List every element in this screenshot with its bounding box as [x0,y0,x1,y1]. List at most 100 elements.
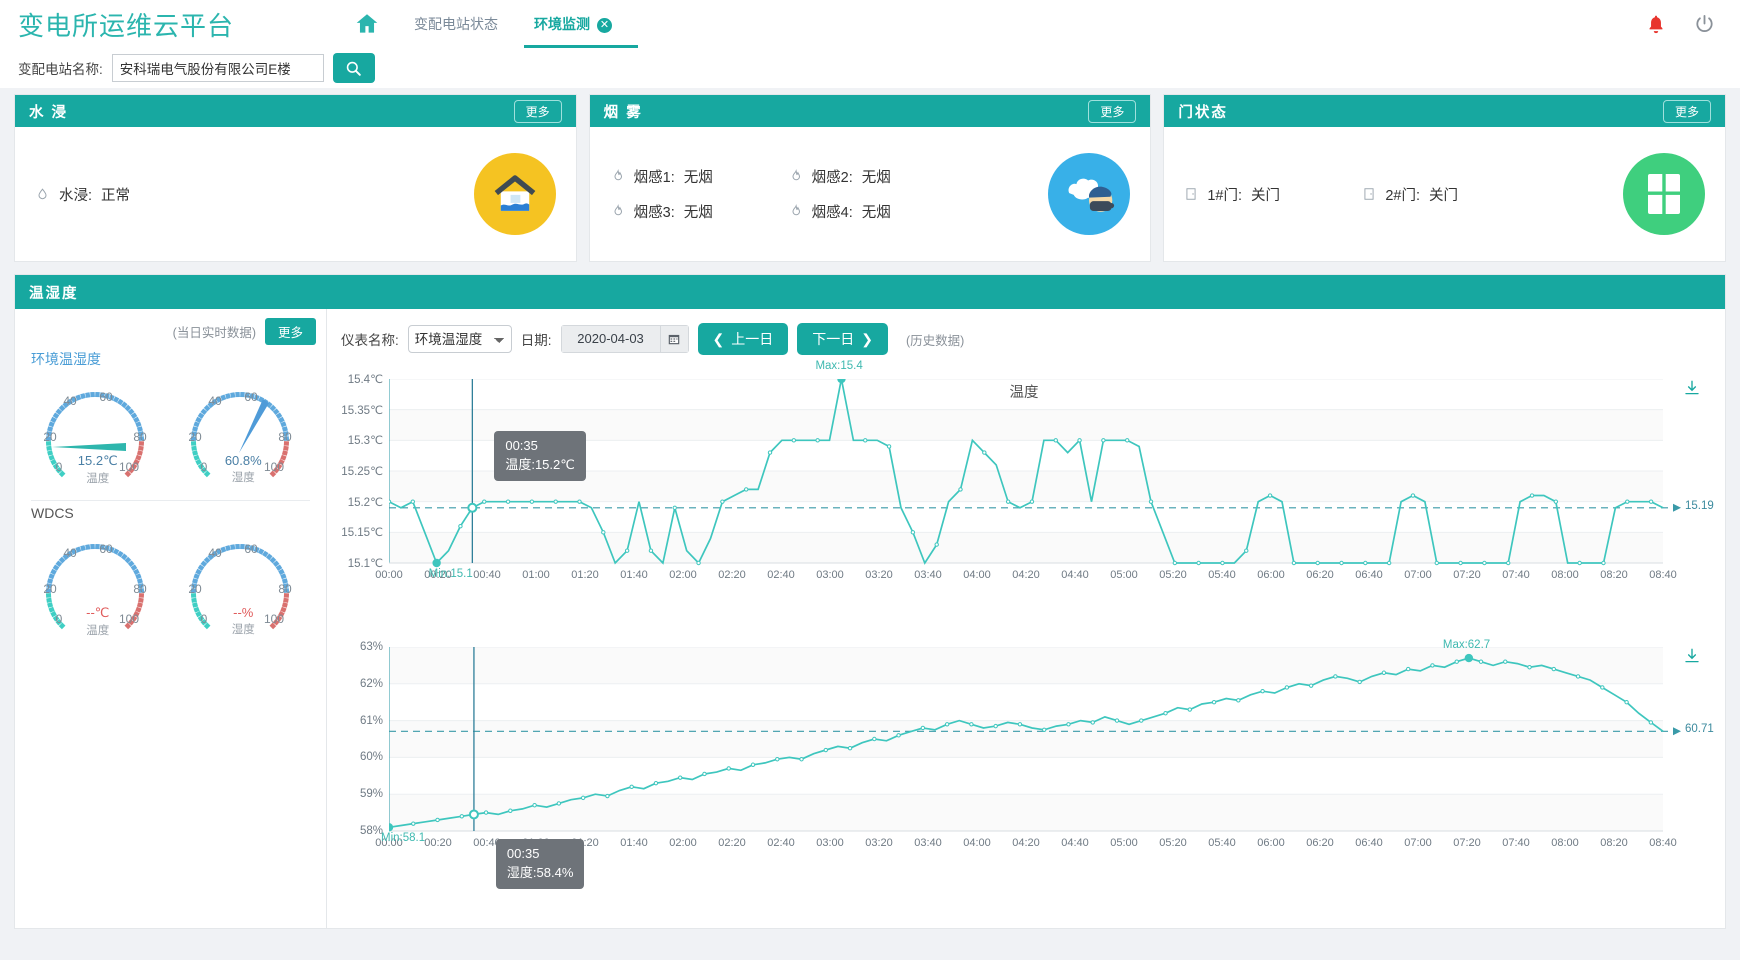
download-icon-humidity[interactable] [1683,647,1701,665]
bell-icon[interactable] [1645,13,1667,35]
x-axis-tick: 06:00 [1257,569,1285,581]
x-axis-tick: 00:40 [473,837,501,849]
temperature-plot[interactable]: 15.1℃ 15.15℃ 15.2℃ 15.25℃ 15.3℃ 15.35℃ 15.4℃ 00… [341,360,1715,589]
svg-text:20: 20 [189,430,203,444]
status-cards-row: 水 浸 更多 水浸: 正常 [0,88,1740,262]
charts-column: 仪表名称: 环境温湿度 日期: 2020-04-03 ❮ 上一日 [327,309,1725,929]
flame-icon [788,168,803,185]
x-axis-tick: 07:40 [1502,569,1530,581]
x-axis-tick: 07:00 [1404,837,1432,849]
svg-text:80: 80 [279,430,293,444]
sensor-label: 烟感3: [633,205,675,221]
next-day-button[interactable]: 下一日 ❯ [797,323,888,355]
station-search-bar: 变配电站名称: [0,48,1740,88]
gauge-dial: 20 40 60 80 100 0 [43,542,147,630]
x-axis-tick: 01:40 [620,569,648,581]
end-value-label: 60.71 [1685,723,1714,736]
gauge-dial: 20 40 60 80 100 0 [189,390,293,478]
svg-text:40: 40 [63,546,77,560]
x-axis-tick: 07:40 [1502,837,1530,849]
more-button-smoke[interactable]: 更多 [1088,99,1137,123]
tab-close-icon[interactable]: ✕ [597,17,613,33]
svg-text:60: 60 [99,542,113,556]
x-axis-tick: 08:20 [1600,837,1628,849]
search-input[interactable] [111,54,324,82]
y-axis-tick: 15.35℃ [341,404,383,417]
sensor-smoke-4: 烟感4: 无烟 [788,194,966,229]
water-drop-icon [35,186,50,203]
humidity-plot[interactable]: 58%59%60%61%62%63%00:0000:2000:4001:0001… [360,639,1715,889]
tab-label: 环境监测 [534,16,591,32]
x-axis-tick: 08:00 [1551,569,1579,581]
x-axis-tick: 04:20 [1012,837,1040,849]
meter-select[interactable]: 环境温湿度 [407,325,512,353]
gauge-value: --% [233,605,254,620]
gauge-value: 60.8% [224,453,262,468]
svg-text:40: 40 [209,546,223,560]
x-axis-tick: 02:20 [718,569,746,581]
power-icon[interactable] [1693,13,1716,36]
date-value[interactable]: 2020-04-03 [561,326,660,352]
panel-header: 温湿度 [15,275,1725,309]
svg-text:60: 60 [245,542,259,556]
x-axis-tick: 06:00 [1257,837,1285,849]
card-door-status: 门状态 更多 1#门: 关门 2#门 [1163,94,1727,262]
gauge-value: --℃ [86,605,110,620]
calendar-icon[interactable] [659,326,688,352]
y-axis-tick: 15.4℃ [347,374,383,386]
gauge-wdcs-temperature: 20 40 60 80 100 0 --℃ 温度 [25,521,171,638]
x-axis-tick: 05:20 [1159,569,1187,581]
download-icon-temperature[interactable] [1683,379,1701,397]
x-axis-tick: 03:40 [914,569,942,581]
svg-text:0: 0 [55,612,62,626]
series-line [389,379,1664,565]
svg-text:20: 20 [189,582,203,596]
x-axis-tick: 05:20 [1159,837,1187,849]
svg-text:0: 0 [201,460,208,474]
gauges-toolbar: (当日实时数据) 更多 [25,317,316,345]
date-picker[interactable]: 2020-04-03 [560,325,689,353]
station-label: 变配电站名称: [18,62,103,77]
gauge-dial: 20 40 60 80 100 0 [189,542,292,630]
x-axis-tick: 07:00 [1404,569,1432,581]
search-icon [344,59,363,78]
tooltip-time: 00:35 [505,438,538,453]
x-axis-tick: 06:20 [1306,569,1334,581]
sensor-value: 无烟 [861,205,891,221]
more-button-door[interactable]: 更多 [1663,99,1712,123]
more-button-water[interactable]: 更多 [513,99,562,123]
search-button[interactable] [332,53,375,83]
chart-tooltip: 00:35 湿度:58.4% [495,839,585,889]
card-header: 水 浸 更多 [15,95,576,127]
x-axis-tick: 00:20 [424,569,452,581]
card-body: 水浸: 正常 [15,127,576,261]
tab-substation-status[interactable]: 变配电站状态 [410,14,502,48]
svg-text:80: 80 [133,582,147,596]
x-axis-tick: 03:00 [816,837,844,849]
home-icon[interactable] [354,11,380,37]
sensor-value: 关门 [1429,187,1459,204]
chevron-right-icon: ❯ [861,330,873,347]
more-button-gauges[interactable]: 更多 [264,317,316,345]
gauge-group-title-environment: 环境温湿度 [31,351,101,367]
sensor-value: 关门 [1251,187,1281,204]
gauges-column: (当日实时数据) 更多 环境温湿度 20 40 60 80 [15,309,327,929]
door-small-icon [1184,186,1198,202]
x-axis-tick: 07:20 [1453,837,1481,849]
sensor-door-1: 1#门: 关门 [1184,177,1362,212]
card-body: 1#门: 关门 2#门: 关门 [1164,127,1725,261]
date-label: 日期: [520,333,552,348]
sensor-label: 烟感2: [811,170,853,186]
max-label: Max:62.7 [1442,639,1491,652]
sensor-value: 正常 [101,187,131,204]
svg-text:20: 20 [43,582,57,596]
x-axis-tick: 01:00 [522,569,550,581]
gauge-value: 15.2℃ [77,453,118,468]
gauge-pair-environment: 20 40 60 80 100 0 15.2℃ 温度 [25,369,316,486]
gauge-pair-wdcs: 20 40 60 80 100 0 --℃ 温度 [25,521,316,638]
sensor-smoke-1: 烟感1: 无烟 [610,159,788,194]
prev-day-button[interactable]: ❮ 上一日 [697,323,789,355]
tab-environment-monitor[interactable]: 环境监测 ✕ [524,14,639,48]
y-axis-tick: 58% [359,825,383,837]
tab-label: 变配电站状态 [414,16,499,32]
